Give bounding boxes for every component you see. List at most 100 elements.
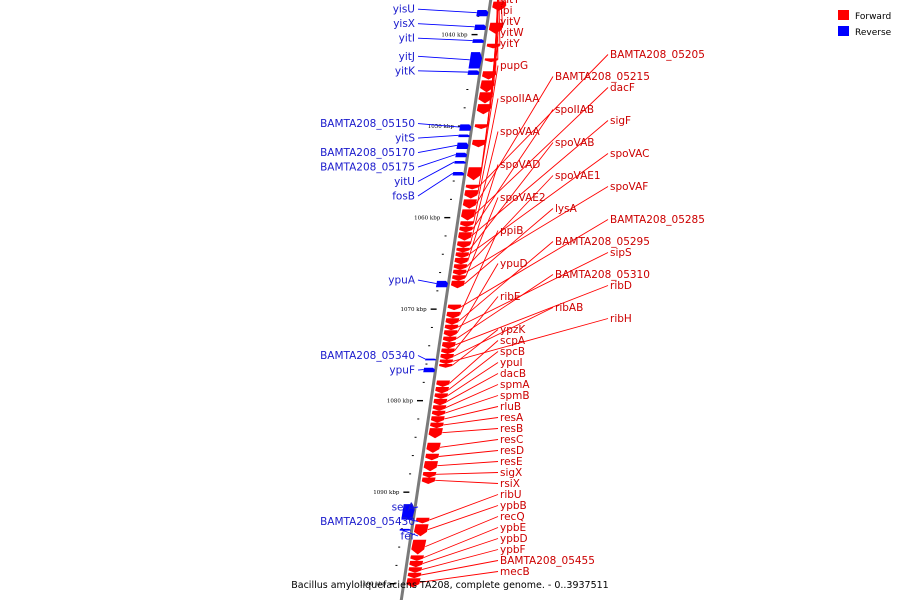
gene-label-sigx[interactable]: sigX: [500, 467, 522, 479]
reverse-gene-bamta208-05170[interactable]: [456, 142, 469, 149]
reverse-gene-fosb[interactable]: [452, 171, 465, 176]
reverse-gene-yitk[interactable]: [467, 70, 480, 75]
reverse-gene-bamta208-05430[interactable]: [401, 516, 413, 520]
forward-gene-ribh[interactable]: [439, 359, 454, 365]
gene-label-spovab[interactable]: spoVAB: [555, 137, 594, 149]
forward-gene-rlub[interactable]: [430, 416, 445, 423]
gene-label-ypbe[interactable]: ypbE: [500, 522, 526, 534]
gene-label-ipi[interactable]: ipi: [500, 5, 513, 17]
gene-label-fosb[interactable]: fosB: [392, 191, 415, 203]
gene-label-fer[interactable]: fer: [401, 530, 416, 542]
forward-gene-resc[interactable]: [426, 442, 441, 453]
gene-label-spma[interactable]: spmA: [500, 379, 530, 391]
gene-label-bamta208-05170[interactable]: BAMTA208_05170: [320, 147, 415, 159]
gene-label-rese[interactable]: resE: [500, 456, 523, 468]
forward-gene-ppib[interactable]: [446, 311, 461, 319]
forward-gene-rese[interactable]: [423, 461, 438, 472]
forward-gene-spovaf[interactable]: [452, 269, 467, 276]
gene-label-ypuf[interactable]: ypuF: [389, 365, 415, 377]
gene-label-yitt[interactable]: yitT: [500, 0, 520, 6]
forward-gene-ypui[interactable]: [434, 393, 449, 399]
forward-gene-sigf[interactable]: [458, 232, 473, 241]
forward-gene-ypbd[interactable]: [409, 560, 424, 568]
gene-label-yity[interactable]: yitY: [500, 38, 520, 50]
forward-gene-rsix[interactable]: [421, 477, 436, 485]
gene-label-ribab[interactable]: ribAB: [555, 302, 583, 314]
forward-gene-bamta208-05310[interactable]: [442, 336, 457, 343]
gene-label-yitv[interactable]: yitV: [500, 16, 521, 28]
gene-label-yitu[interactable]: yitU: [394, 176, 415, 188]
forward-gene-resb[interactable]: [428, 428, 443, 439]
forward-gene-scpa[interactable]: [436, 380, 450, 388]
reverse-gene-yisx[interactable]: [474, 24, 487, 31]
gene-label-yits[interactable]: yitS: [395, 133, 415, 145]
forward-gene-mecb[interactable]: [406, 578, 421, 588]
forward-gene-sips[interactable]: [444, 324, 459, 331]
gene-label-spovaa[interactable]: spoVAA: [500, 126, 541, 138]
forward-gene-spovaa[interactable]: [456, 241, 471, 248]
forward-gene-ypbe[interactable]: [410, 555, 424, 561]
gene-label-ypud[interactable]: ypuD: [500, 258, 528, 270]
forward-gene-yitt[interactable]: [478, 92, 493, 104]
forward-gene-ribd[interactable]: [441, 342, 456, 349]
gene-label-spoiiab[interactable]: spoIIAB: [555, 104, 594, 116]
gene-label-bamta208-05310[interactable]: BAMTA208_05310: [555, 269, 650, 281]
forward-gene-ipi[interactable]: [476, 104, 492, 115]
gene-label-lysa[interactable]: lysA: [555, 203, 578, 215]
reverse-gene-yitu[interactable]: [454, 160, 466, 164]
reverse-gene-bamta208-05175[interactable]: [455, 152, 468, 158]
forward-gene-ribe[interactable]: [441, 348, 455, 355]
forward-gene-dacf[interactable]: [461, 209, 476, 221]
gene-label-spmb[interactable]: spmB: [500, 390, 530, 402]
gene-label-spovac[interactable]: spoVAC: [610, 148, 649, 160]
gene-label-yisu[interactable]: yisU: [393, 4, 415, 16]
forward-gene-spoiiab[interactable]: [459, 226, 473, 233]
gene-label-scpa[interactable]: scpA: [500, 335, 526, 347]
gene-label-pupg[interactable]: pupG: [500, 60, 528, 72]
forward-gene-pupg[interactable]: [464, 190, 479, 199]
gene-label-ribe[interactable]: ribE: [500, 291, 521, 303]
reverse-gene-ypuf[interactable]: [423, 367, 436, 373]
gene-label-spovae1[interactable]: spoVAE1: [555, 170, 601, 182]
gene-label-sips[interactable]: sipS: [610, 247, 632, 259]
gene-label-dacf[interactable]: dacF: [610, 82, 635, 94]
legend-forward[interactable]: Forward: [838, 10, 891, 22]
gene-label-ribh[interactable]: ribH: [610, 313, 632, 325]
gene-label-ppib[interactable]: ppiB: [500, 225, 523, 237]
gene-label-ribu[interactable]: ribU: [500, 489, 522, 501]
gene-label-yitj[interactable]: yitJ: [399, 51, 415, 63]
gene-label-spoiiaa[interactable]: spoIIAA: [500, 93, 540, 105]
gene-label-spovae2[interactable]: spoVAE2: [500, 192, 546, 204]
forward-gene-ypud[interactable]: [443, 330, 458, 337]
reverse-gene-yitj[interactable]: [468, 52, 483, 69]
reverse-gene-sera[interactable]: [401, 504, 415, 518]
forward-gene-bamta208-05295[interactable]: [445, 318, 460, 325]
gene-label-bamta208-05340[interactable]: BAMTA208_05340: [320, 350, 415, 362]
gene-label-spcb[interactable]: spcB: [500, 346, 525, 358]
gene-label-resb[interactable]: resB: [500, 423, 523, 435]
forward-gene-spovae1[interactable]: [453, 264, 468, 270]
forward-gene-spovac[interactable]: [455, 252, 470, 258]
forward-gene-resd[interactable]: [425, 453, 440, 461]
gene-label-yitw[interactable]: yitW: [500, 27, 524, 39]
forward-gene-spovae2[interactable]: [452, 275, 466, 281]
gene-label-ypbd[interactable]: ypbD: [500, 533, 528, 545]
forward-gene-spoiiaa[interactable]: [460, 221, 474, 227]
forward-gene-spmb[interactable]: [431, 410, 446, 417]
gene-label-bamta208-05215[interactable]: BAMTA208_05215: [555, 71, 650, 83]
forward-gene-lysa[interactable]: [450, 280, 465, 289]
gene-label-sera[interactable]: serA: [392, 501, 416, 513]
gene-label-ypua[interactable]: ypuA: [388, 275, 416, 287]
forward-gene-recq[interactable]: [411, 539, 427, 555]
forward-gene-resa[interactable]: [430, 422, 444, 429]
forward-gene-bamta208-05205[interactable]: [465, 184, 480, 190]
forward-gene-ribab[interactable]: [440, 353, 454, 360]
gene-label-sigf[interactable]: sigF: [610, 115, 631, 127]
gene-label-bamta208-05175[interactable]: BAMTA208_05175: [320, 162, 415, 174]
reverse-gene-yiti[interactable]: [472, 39, 484, 43]
forward-gene-ypbb[interactable]: [413, 524, 429, 537]
gene-label-bamta208-05285[interactable]: BAMTA208_05285: [610, 214, 705, 226]
gene-label-dacb[interactable]: dacB: [500, 368, 526, 380]
forward-gene-bamta208-05285[interactable]: [447, 304, 462, 311]
forward-gene-bamta208-05455[interactable]: [407, 572, 422, 579]
